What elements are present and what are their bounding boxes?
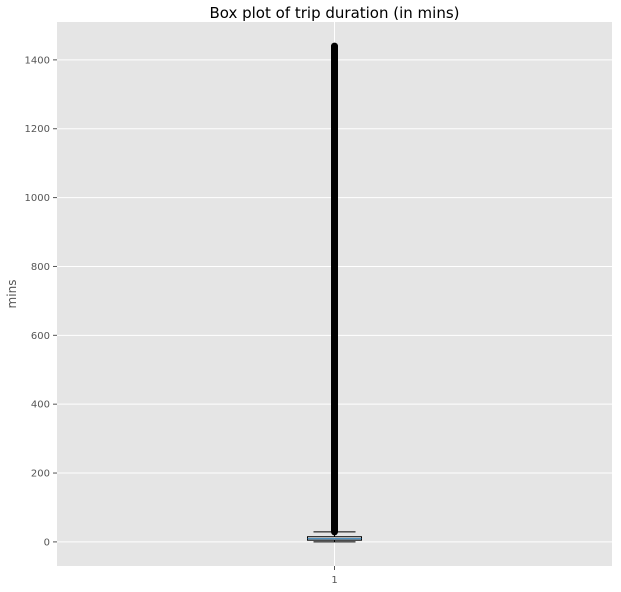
y-tick-label: 1000 [25,193,50,204]
y-tick-label: 200 [31,469,50,480]
y-axis-label: mins [5,280,19,309]
y-tick-label: 1400 [25,55,50,66]
y-tick-label: 800 [31,262,50,273]
boxes [307,42,362,543]
y-axis-ticks: 0 200 400 600 800 1000 1200 1400 [25,55,57,548]
chart-title: Box plot of trip duration (in mins) [209,4,459,22]
y-tick-label: 400 [31,400,50,411]
y-tick-label: 0 [44,537,50,548]
x-tick-label: 1 [331,575,337,586]
x-axis-ticks: 1 [331,566,338,586]
y-tick-label: 1200 [25,124,50,135]
y-tick-label: 600 [31,331,50,342]
outlier-points [331,42,338,536]
